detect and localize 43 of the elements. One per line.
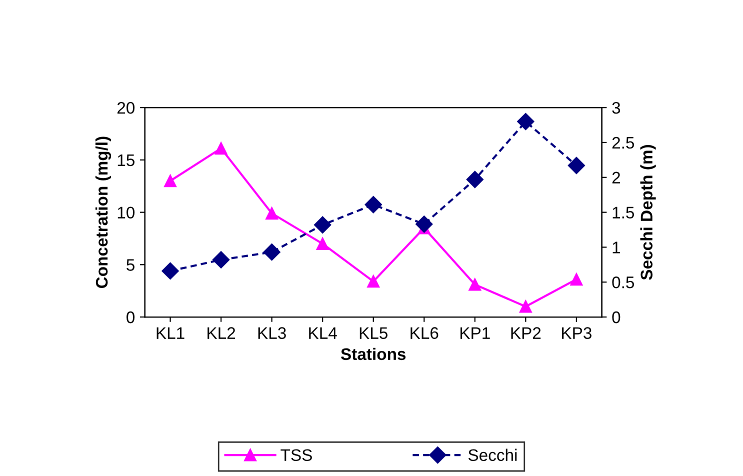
x-tick-label: KL3 bbox=[258, 327, 286, 339]
y2-tick-label: 1.5 bbox=[612, 206, 634, 218]
point bbox=[162, 262, 179, 280]
y-tick-label: 10 bbox=[118, 206, 135, 218]
x-tick-label: KL6 bbox=[410, 327, 438, 339]
y-tick-label: 5 bbox=[126, 259, 134, 271]
point bbox=[164, 174, 177, 188]
y2-tick-label: 3 bbox=[612, 102, 620, 114]
point bbox=[266, 207, 278, 220]
point bbox=[570, 273, 583, 286]
y-tick-label: 0 bbox=[126, 311, 135, 324]
point bbox=[468, 278, 482, 291]
x-tick-label: KP3 bbox=[562, 327, 592, 339]
x-tick-label: KL4 bbox=[309, 327, 337, 339]
x-tick-label: KP1 bbox=[460, 327, 490, 339]
point bbox=[517, 112, 534, 130]
y-tick-label: 15 bbox=[118, 154, 134, 166]
x-tick-label: KL2 bbox=[208, 327, 236, 339]
point bbox=[214, 142, 228, 155]
y-axis-title: Concetration (mg/l) bbox=[95, 136, 112, 288]
legend-label: TSS bbox=[280, 449, 312, 462]
point bbox=[212, 251, 230, 268]
x-tick-label: KL1 bbox=[156, 327, 184, 339]
y2-tick-label: 2 bbox=[612, 172, 620, 184]
y2-tick-label: 0.5 bbox=[612, 276, 634, 288]
point bbox=[519, 300, 532, 313]
x-axis-title: Stations bbox=[340, 348, 406, 360]
x-tick-label: KP2 bbox=[511, 327, 541, 339]
point bbox=[568, 156, 585, 174]
point bbox=[416, 216, 433, 233]
point bbox=[364, 196, 382, 214]
y2-tick-label: 0 bbox=[612, 311, 620, 324]
x-tick-label: KL5 bbox=[360, 327, 388, 339]
point bbox=[316, 237, 329, 250]
y2-tick-label: 2.5 bbox=[612, 136, 634, 149]
point bbox=[314, 216, 332, 234]
point bbox=[466, 170, 484, 188]
legend-label: Secchi bbox=[468, 448, 517, 462]
point bbox=[263, 244, 280, 261]
y2-axis-title: Secchi Depth (m) bbox=[640, 145, 656, 280]
y-tick-label: 20 bbox=[117, 102, 135, 114]
point bbox=[367, 275, 380, 288]
y2-tick-label: 1 bbox=[612, 242, 620, 254]
